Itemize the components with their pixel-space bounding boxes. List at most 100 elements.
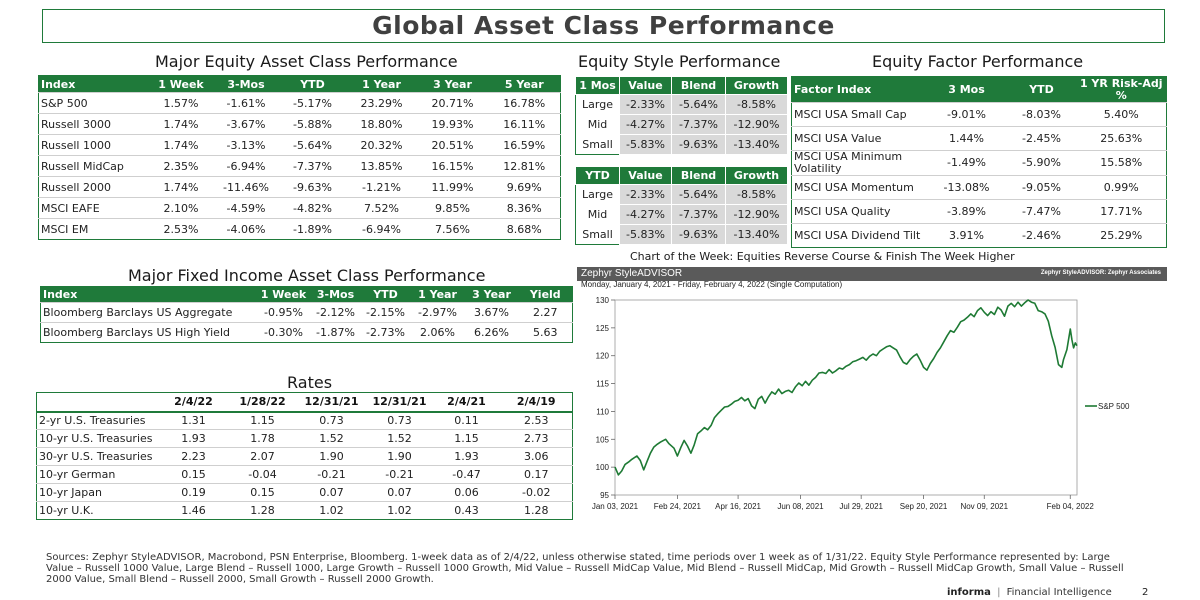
table-cell: 2.27 xyxy=(518,302,573,323)
table-cell: -9.01% xyxy=(926,102,1007,127)
table-row: Large -2.33% -5.64% -8.58% xyxy=(575,184,788,205)
row-label: MSCI USA Minimum Volatility xyxy=(791,150,927,176)
fixed-income-section-title: Major Fixed Income Asset Class Performan… xyxy=(128,266,486,285)
table-cell: 0.06 xyxy=(432,483,501,502)
table-cell: -5.90% xyxy=(1006,150,1077,176)
table-cell: 2.07 xyxy=(228,447,297,466)
table-cell: -0.21 xyxy=(366,465,433,484)
table-cell: 1.74% xyxy=(148,134,214,156)
table-cell: 0.99% xyxy=(1076,175,1167,200)
table-cell: -12.90% xyxy=(725,114,788,135)
table-cell: -1.87% xyxy=(310,322,361,343)
table-cell: -0.30% xyxy=(256,322,311,343)
table-row: Small -5.83% -9.63% -13.40% xyxy=(575,224,788,245)
row-label: MSCI EM xyxy=(38,218,149,240)
table-row: 10-yr German 0.15 -0.04 -0.21 -0.21 -0.47 0.17 xyxy=(36,465,573,484)
column-header: Blend xyxy=(671,76,726,95)
table-cell: -5.64% xyxy=(671,94,726,115)
table-row: 10-yr Japan 0.19 0.15 0.07 0.07 0.06 -0.02 xyxy=(36,483,573,502)
table-row: MSCI EAFE 2.10% -4.59% -4.82% 7.52% 9.85% 8.36… xyxy=(38,197,561,219)
equity-section-title: Major Equity Asset Class Performance xyxy=(155,52,458,71)
sp500-line-chart: 95 100 105 110 115 120 125 130 Jan 03, 2021 Feb 2… xyxy=(592,296,1130,511)
title-box: Global Asset Class Performance xyxy=(42,9,1165,43)
table-cell: 6.26% xyxy=(464,322,519,343)
table-cell: 1.02 xyxy=(296,501,367,520)
table-cell: 0.73 xyxy=(366,411,433,430)
row-label: Large xyxy=(575,184,620,205)
table-cell: 16.59% xyxy=(488,134,561,156)
table-cell: -13.08% xyxy=(926,175,1007,200)
table-cell: -1.49% xyxy=(926,150,1007,176)
table-cell: 1.15 xyxy=(432,429,501,448)
footer-brand: informa | Financial Intelligence xyxy=(947,587,1112,598)
table-cell: 1.93 xyxy=(158,429,229,448)
table-cell: 25.29% xyxy=(1076,223,1167,248)
table-cell: 2.10% xyxy=(148,197,214,219)
table-row: Russell MidCap 2.35% -6.94% -7.37% 13.85% 16.… xyxy=(38,155,561,177)
table-cell: -2.15% xyxy=(360,302,411,323)
table-cell: 1.02 xyxy=(366,501,433,520)
table-cell: -5.17% xyxy=(278,92,347,114)
column-header: 3-Mos xyxy=(310,286,361,303)
table-row: Russell 1000 1.74% -3.13% -5.64% 20.32% 20.51… xyxy=(38,134,561,156)
table-cell: -0.47 xyxy=(432,465,501,484)
table-cell: 2.53 xyxy=(500,411,573,430)
table-row: MSCI USA Momentum -13.08% -9.05% 0.99% xyxy=(791,175,1167,200)
row-label: Bloomberg Barclays US Aggregate xyxy=(40,302,257,323)
row-label: Mid xyxy=(575,114,620,135)
column-header: 1 YR Risk-Adj % xyxy=(1076,76,1167,103)
table-cell: 15.58% xyxy=(1076,150,1167,176)
table-cell: 2.23 xyxy=(158,447,229,466)
table-cell: 3.91% xyxy=(926,223,1007,248)
table-cell: -1.61% xyxy=(213,92,279,114)
table-cell: -7.37% xyxy=(278,155,347,177)
table-cell: -4.06% xyxy=(213,218,279,240)
table-cell: 0.07 xyxy=(366,483,433,502)
column-header: Value xyxy=(619,76,672,95)
chart-subtitle: Monday, January 4, 2021 - Friday, Februa… xyxy=(581,280,843,289)
table-row: Russell 2000 1.74% -11.46% -9.63% -1.21% 11.9… xyxy=(38,176,561,198)
table-cell: 0.07 xyxy=(296,483,367,502)
column-header: 1 Year xyxy=(346,75,417,93)
table-cell: -4.27% xyxy=(619,114,672,135)
row-label: 10-yr German xyxy=(36,465,159,484)
y-tick-label: 110 xyxy=(596,407,609,416)
table-cell: 8.36% xyxy=(488,197,561,219)
style-1mos-table: 1 Mos Value Blend Growth Large -2.33% -5.64% -… xyxy=(575,76,788,155)
table-cell: 16.11% xyxy=(488,113,561,135)
table-cell: 9.69% xyxy=(488,176,561,198)
table-cell: -5.83% xyxy=(619,134,672,155)
table-cell: -0.95% xyxy=(256,302,311,323)
table-cell: -1.21% xyxy=(346,176,417,198)
y-tick-label: 125 xyxy=(596,324,610,333)
table-cell: -11.46% xyxy=(213,176,279,198)
table-cell: -2.12% xyxy=(310,302,361,323)
table-cell: 5.40% xyxy=(1076,102,1167,127)
table-cell: 1.31 xyxy=(158,411,229,430)
chart-caption: Chart of the Week: Equities Reverse Cour… xyxy=(630,250,1015,263)
row-label: MSCI USA Quality xyxy=(791,199,927,224)
table-cell: 20.32% xyxy=(346,134,417,156)
column-header: Index xyxy=(40,286,257,303)
table-cell: -2.33% xyxy=(619,94,672,115)
table-row: Bloomberg Barclays US Aggregate -0.95% -2.… xyxy=(40,302,573,323)
table-cell: 7.52% xyxy=(346,197,417,219)
table-row: 2-yr U.S. Treasuries 1.31 1.15 0.73 0.73 0.11… xyxy=(36,411,573,430)
table-cell: 0.19 xyxy=(158,483,229,502)
y-tick-label: 95 xyxy=(600,491,609,500)
table-row: Large -2.33% -5.64% -8.58% xyxy=(575,94,788,115)
table-cell: 17.71% xyxy=(1076,199,1167,224)
fixed-income-table: Index 1 Week 3-Mos YTD 1 Year 3 Year Yield Blo… xyxy=(40,286,573,343)
y-tick-label: 130 xyxy=(596,296,610,305)
y-tick-label: 105 xyxy=(596,435,610,444)
factor-section-title: Equity Factor Performance xyxy=(872,52,1084,71)
table-cell: -12.90% xyxy=(725,204,788,225)
column-header: YTD xyxy=(1006,76,1077,103)
row-label: 10-yr U.S. Treasuries xyxy=(36,429,159,448)
column-header: Blend xyxy=(671,166,726,185)
table-cell: -2.33% xyxy=(619,184,672,205)
table-cell: 1.90 xyxy=(366,447,433,466)
table-cell: 0.73 xyxy=(296,411,367,430)
column-header: YTD xyxy=(278,75,347,93)
column-header: 1 Mos xyxy=(575,76,620,95)
